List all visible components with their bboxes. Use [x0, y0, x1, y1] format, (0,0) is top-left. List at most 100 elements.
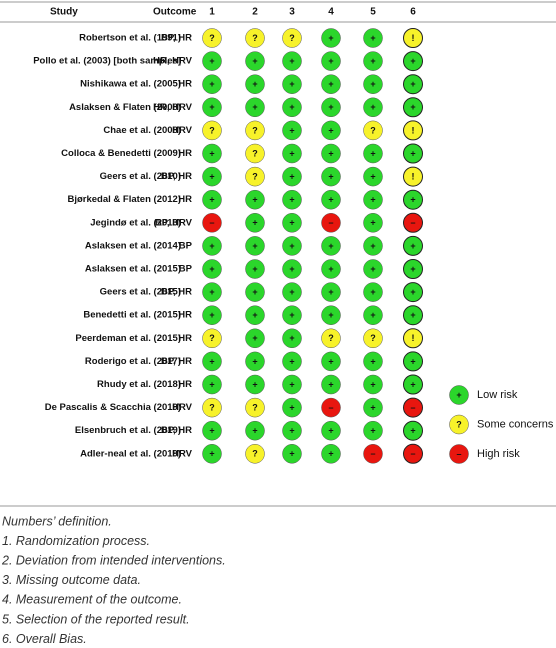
judgment-symbol: ?: [209, 33, 215, 43]
judgment-circle: [245, 305, 265, 325]
study-name: Rhudy et al. (2018): [97, 379, 181, 390]
judgment-symbol: ?: [252, 148, 258, 158]
judgment-circle: [282, 305, 302, 325]
judgment-symbol: +: [289, 148, 294, 158]
judgment-symbol: ?: [252, 33, 258, 43]
judgment-symbol: +: [370, 195, 375, 205]
judgment-circle: [363, 444, 383, 464]
judgment-circle: [282, 374, 302, 395]
judgment-circle: [282, 120, 302, 141]
judgment-symbol: !: [412, 125, 415, 135]
judgment-circle: [282, 143, 302, 164]
judgment-symbol: +: [328, 148, 333, 158]
judgment-circle: [321, 189, 341, 210]
judgment-circle: [321, 213, 341, 233]
judgment-circle: [321, 74, 341, 94]
judgment-symbol: ?: [370, 333, 376, 343]
judgment-symbol: +: [410, 379, 415, 389]
study-name: Aslaksen & Flaten (2008): [69, 102, 181, 113]
legend-label: Low risk: [477, 389, 518, 401]
study-name: Pollo et al. (2003) [both samples]: [33, 56, 181, 67]
judgment-circle: [245, 397, 265, 418]
judgment-circle: [245, 28, 265, 48]
footnote: 2. Deviation from intended interventions…: [1, 553, 226, 567]
judgment-symbol: +: [289, 264, 294, 274]
judgment-circle: [282, 166, 302, 187]
judgment-circle: [202, 213, 222, 233]
judgment-circle: [245, 120, 265, 141]
judgment-symbol: +: [370, 102, 375, 112]
judgment-symbol: +: [289, 56, 294, 66]
footnote: 1. Randomization process.: [2, 534, 150, 548]
judgment-circle: [403, 374, 423, 395]
judgment-symbol: +: [289, 287, 294, 297]
judgment-symbol: +: [328, 356, 333, 366]
judgment-circle: [202, 444, 222, 464]
judgment-circle: [202, 166, 222, 187]
judgment-circle: [202, 189, 222, 210]
judgment-symbol: –: [209, 218, 214, 228]
footnote: 5. Selection of the reported result.: [2, 612, 190, 626]
judgment-symbol: +: [252, 56, 257, 66]
study-name: Benedetti et al. (2015): [83, 310, 181, 321]
judgment-symbol: +: [370, 356, 375, 366]
study-name: Roderigo et al. (2017): [85, 356, 181, 367]
judgment-circle: [403, 212, 423, 233]
judgment-symbol: ?: [209, 125, 215, 135]
judgment-circle: [449, 414, 469, 435]
outcome: BP: [179, 240, 193, 251]
judgment-circle: [321, 166, 341, 187]
judgment-circle: [449, 444, 469, 464]
study-name: Nishikawa et al. (2005): [80, 79, 181, 90]
judgment-circle: [245, 143, 265, 164]
judgment-symbol: ?: [328, 333, 334, 343]
judgment-circle: [282, 236, 302, 256]
judgment-circle: [321, 28, 341, 48]
judgment-symbol: +: [209, 379, 214, 389]
judgment-symbol: +: [289, 449, 294, 459]
judgment-circle: [363, 328, 383, 349]
judgment-symbol: +: [289, 379, 294, 389]
outcome: BP, HR: [161, 33, 192, 44]
outcome: HRV: [172, 402, 193, 413]
judgment-circle: [363, 143, 383, 164]
judgment-symbol: +: [370, 426, 375, 436]
judgment-circle: [403, 420, 423, 441]
judgment-symbol: +: [252, 426, 257, 436]
header-column: 3: [289, 7, 295, 18]
judgment-symbol: ?: [252, 171, 258, 181]
judgment-circle: [282, 351, 302, 372]
judgment-symbol: +: [289, 310, 294, 320]
judgment-circle: [449, 385, 469, 405]
judgment-circle: [282, 51, 302, 71]
judgment-symbol: +: [252, 218, 257, 228]
footnote: 3. Missing outcome data.: [2, 573, 141, 587]
judgment-symbol: +: [209, 102, 214, 112]
judgment-symbol: +: [289, 333, 294, 343]
outcome: HRV: [172, 448, 193, 459]
header-outcome: Outcome: [153, 7, 197, 18]
judgment-symbol: +: [410, 426, 415, 436]
judgment-symbol: +: [328, 379, 333, 389]
judgment-symbol: –: [328, 218, 333, 228]
judgment-circle: [282, 282, 302, 302]
header-column: 2: [252, 7, 258, 18]
outcome: BP, HR: [161, 356, 192, 367]
judgment-symbol: +: [410, 148, 415, 158]
judgment-symbol: +: [252, 79, 257, 89]
header-study: Study: [50, 7, 78, 18]
study-name: Aslaksen et al. (2014): [85, 240, 181, 251]
judgment-circle: [245, 351, 265, 372]
judgment-circle: [282, 189, 302, 210]
judgment-symbol: !: [412, 33, 415, 43]
study-name: Elsenbruch et al. (2019): [75, 425, 181, 436]
judgment-symbol: +: [410, 287, 415, 297]
judgment-symbol: +: [370, 379, 375, 389]
judgment-symbol: +: [252, 195, 257, 205]
judgment-circle: [245, 420, 265, 441]
judgment-circle: [245, 374, 265, 395]
judgment-circle: [403, 74, 423, 95]
judgment-circle: [245, 236, 265, 256]
judgment-symbol: +: [410, 356, 415, 366]
judgment-circle: [321, 259, 341, 279]
